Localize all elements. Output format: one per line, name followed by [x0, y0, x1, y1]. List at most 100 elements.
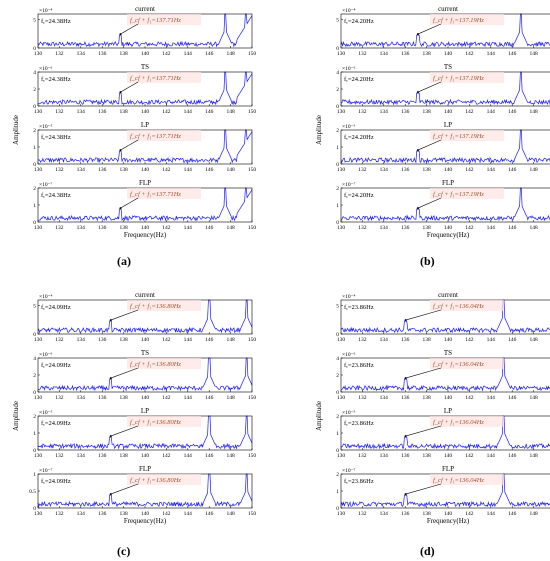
x-tick-label: 134 — [380, 167, 389, 173]
x-tick-label: 142 — [162, 337, 171, 343]
x-tick-label: 132 — [55, 511, 64, 517]
x-tick-label: 134 — [380, 225, 389, 231]
x-axis-label: Frequency(Hz) — [124, 517, 167, 525]
y-tick-label: 5 — [336, 18, 339, 24]
y-exponent-label: ×10⁻⁶ — [342, 66, 356, 72]
x-tick-label: 148 — [529, 453, 538, 459]
annotation-arrow — [120, 81, 139, 93]
fundamental-frequency-label: fₑ=24.38Hz — [41, 18, 71, 25]
x-tick-label: 142 — [465, 395, 474, 401]
x-tick-label: 146 — [508, 225, 517, 231]
x-tick-label: 140 — [141, 167, 150, 173]
x-tick-label: 150 — [248, 51, 257, 57]
annotation-highlight — [430, 72, 504, 83]
annotation-highlight — [430, 14, 504, 25]
annotation-arrow-head — [404, 435, 407, 438]
spectrum-line — [340, 13, 550, 48]
x-tick-label: 148 — [226, 337, 235, 343]
x-tick-label: 148 — [226, 453, 235, 459]
y-tick-label: 1 — [33, 145, 36, 151]
annotation-arrow — [417, 197, 442, 209]
x-tick-label: 150 — [248, 511, 257, 517]
y-exponent-label: ×10⁻⁷ — [342, 468, 356, 474]
x-tick-label: 134 — [380, 109, 389, 115]
x-tick-label: 144 — [487, 395, 496, 401]
y-tick-label: 2 — [336, 373, 339, 379]
x-tick-label: 134 — [77, 167, 86, 173]
x-tick-label: 130 — [337, 109, 346, 115]
x-tick-label: 146 — [508, 109, 517, 115]
spectrum-line — [37, 415, 253, 450]
x-tick-label: 144 — [184, 337, 193, 343]
spectrum-line — [37, 187, 253, 222]
annotation-arrow-head — [404, 319, 407, 322]
fundamental-frequency-label: fₑ=24.20Hz — [344, 134, 374, 141]
y-tick-label: 2 — [33, 128, 36, 134]
y-axis-label: Amplitude — [315, 115, 323, 145]
annotation-arrow — [405, 309, 442, 321]
spectrum-line — [37, 357, 253, 392]
spectrum-line — [340, 415, 550, 450]
x-tick-label: 146 — [508, 167, 517, 173]
spectrum-line — [340, 187, 550, 222]
spectrum-line — [37, 129, 253, 164]
x-tick-label: 146 — [205, 395, 214, 401]
fundamental-frequency-label: fₑ=23.86Hz — [344, 304, 374, 311]
y-tick-label: 0 — [336, 162, 339, 168]
feature-frequency-label: f_cf + f₁=136.04Hz — [433, 419, 484, 426]
x-axis-label: Frequency(Hz) — [427, 231, 470, 239]
x-tick-label: 136 — [401, 337, 410, 343]
feature-frequency-label: f_cf + f₁=137.71Hz — [130, 17, 181, 24]
feature-frequency-label: f_cf + f₁=137.19Hz — [433, 191, 484, 198]
y-tick-label: 2 — [336, 186, 339, 192]
annotation-highlight — [430, 358, 504, 369]
spectrum-line — [340, 473, 550, 508]
subplot-title: LP — [141, 121, 149, 129]
x-tick-label: 140 — [444, 109, 453, 115]
x-tick-label: 144 — [487, 51, 496, 57]
x-tick-label: 148 — [529, 167, 538, 173]
x-tick-label: 136 — [98, 51, 107, 57]
y-tick-label: 0 — [336, 220, 339, 226]
feature-frequency-label: f_cf + f₁=136.80Hz — [130, 303, 181, 310]
x-tick-label: 130 — [34, 511, 43, 517]
annotation-arrow-head — [416, 33, 419, 36]
x-tick-label: 134 — [380, 395, 389, 401]
y-tick-label: 0 — [336, 506, 339, 512]
feature-frequency-label: f_cf + f₁=137.19Hz — [433, 133, 484, 140]
x-tick-label: 144 — [487, 453, 496, 459]
x-tick-label: 140 — [444, 225, 453, 231]
x-tick-label: 132 — [358, 225, 367, 231]
x-tick-label: 132 — [358, 51, 367, 57]
fundamental-frequency-label: fₑ=24.09Hz — [41, 362, 71, 369]
x-axis-label: Frequency(Hz) — [124, 231, 167, 239]
x-tick-label: 136 — [401, 395, 410, 401]
y-tick-label: 0 — [336, 448, 339, 454]
annotation-highlight — [127, 300, 201, 311]
x-tick-label: 144 — [184, 109, 193, 115]
y-tick-label: 5 — [33, 18, 36, 24]
x-tick-label: 148 — [529, 395, 538, 401]
subplot-title: LP — [141, 407, 149, 415]
annotation-highlight — [127, 14, 201, 25]
fundamental-frequency-label: fₑ=23.86Hz — [344, 420, 374, 427]
x-tick-label: 146 — [205, 167, 214, 173]
x-tick-label: 130 — [337, 51, 346, 57]
x-tick-label: 148 — [529, 109, 538, 115]
y-exponent-label: ×10⁻⁶ — [39, 352, 53, 358]
y-tick-label: 4 — [33, 70, 36, 76]
panel-label-d: (d) — [420, 544, 435, 558]
x-tick-label: 148 — [529, 337, 538, 343]
x-tick-label: 136 — [98, 109, 107, 115]
y-exponent-label: ×10⁻⁴ — [39, 8, 53, 14]
y-tick-label: 2 — [336, 472, 339, 478]
y-tick-label: 2 — [336, 414, 339, 420]
x-tick-label: 142 — [162, 453, 171, 459]
x-tick-label: 138 — [119, 167, 128, 173]
x-tick-label: 134 — [380, 511, 389, 517]
x-tick-label: 132 — [55, 453, 64, 459]
x-tick-label: 148 — [529, 51, 538, 57]
x-tick-label: 144 — [487, 511, 496, 517]
